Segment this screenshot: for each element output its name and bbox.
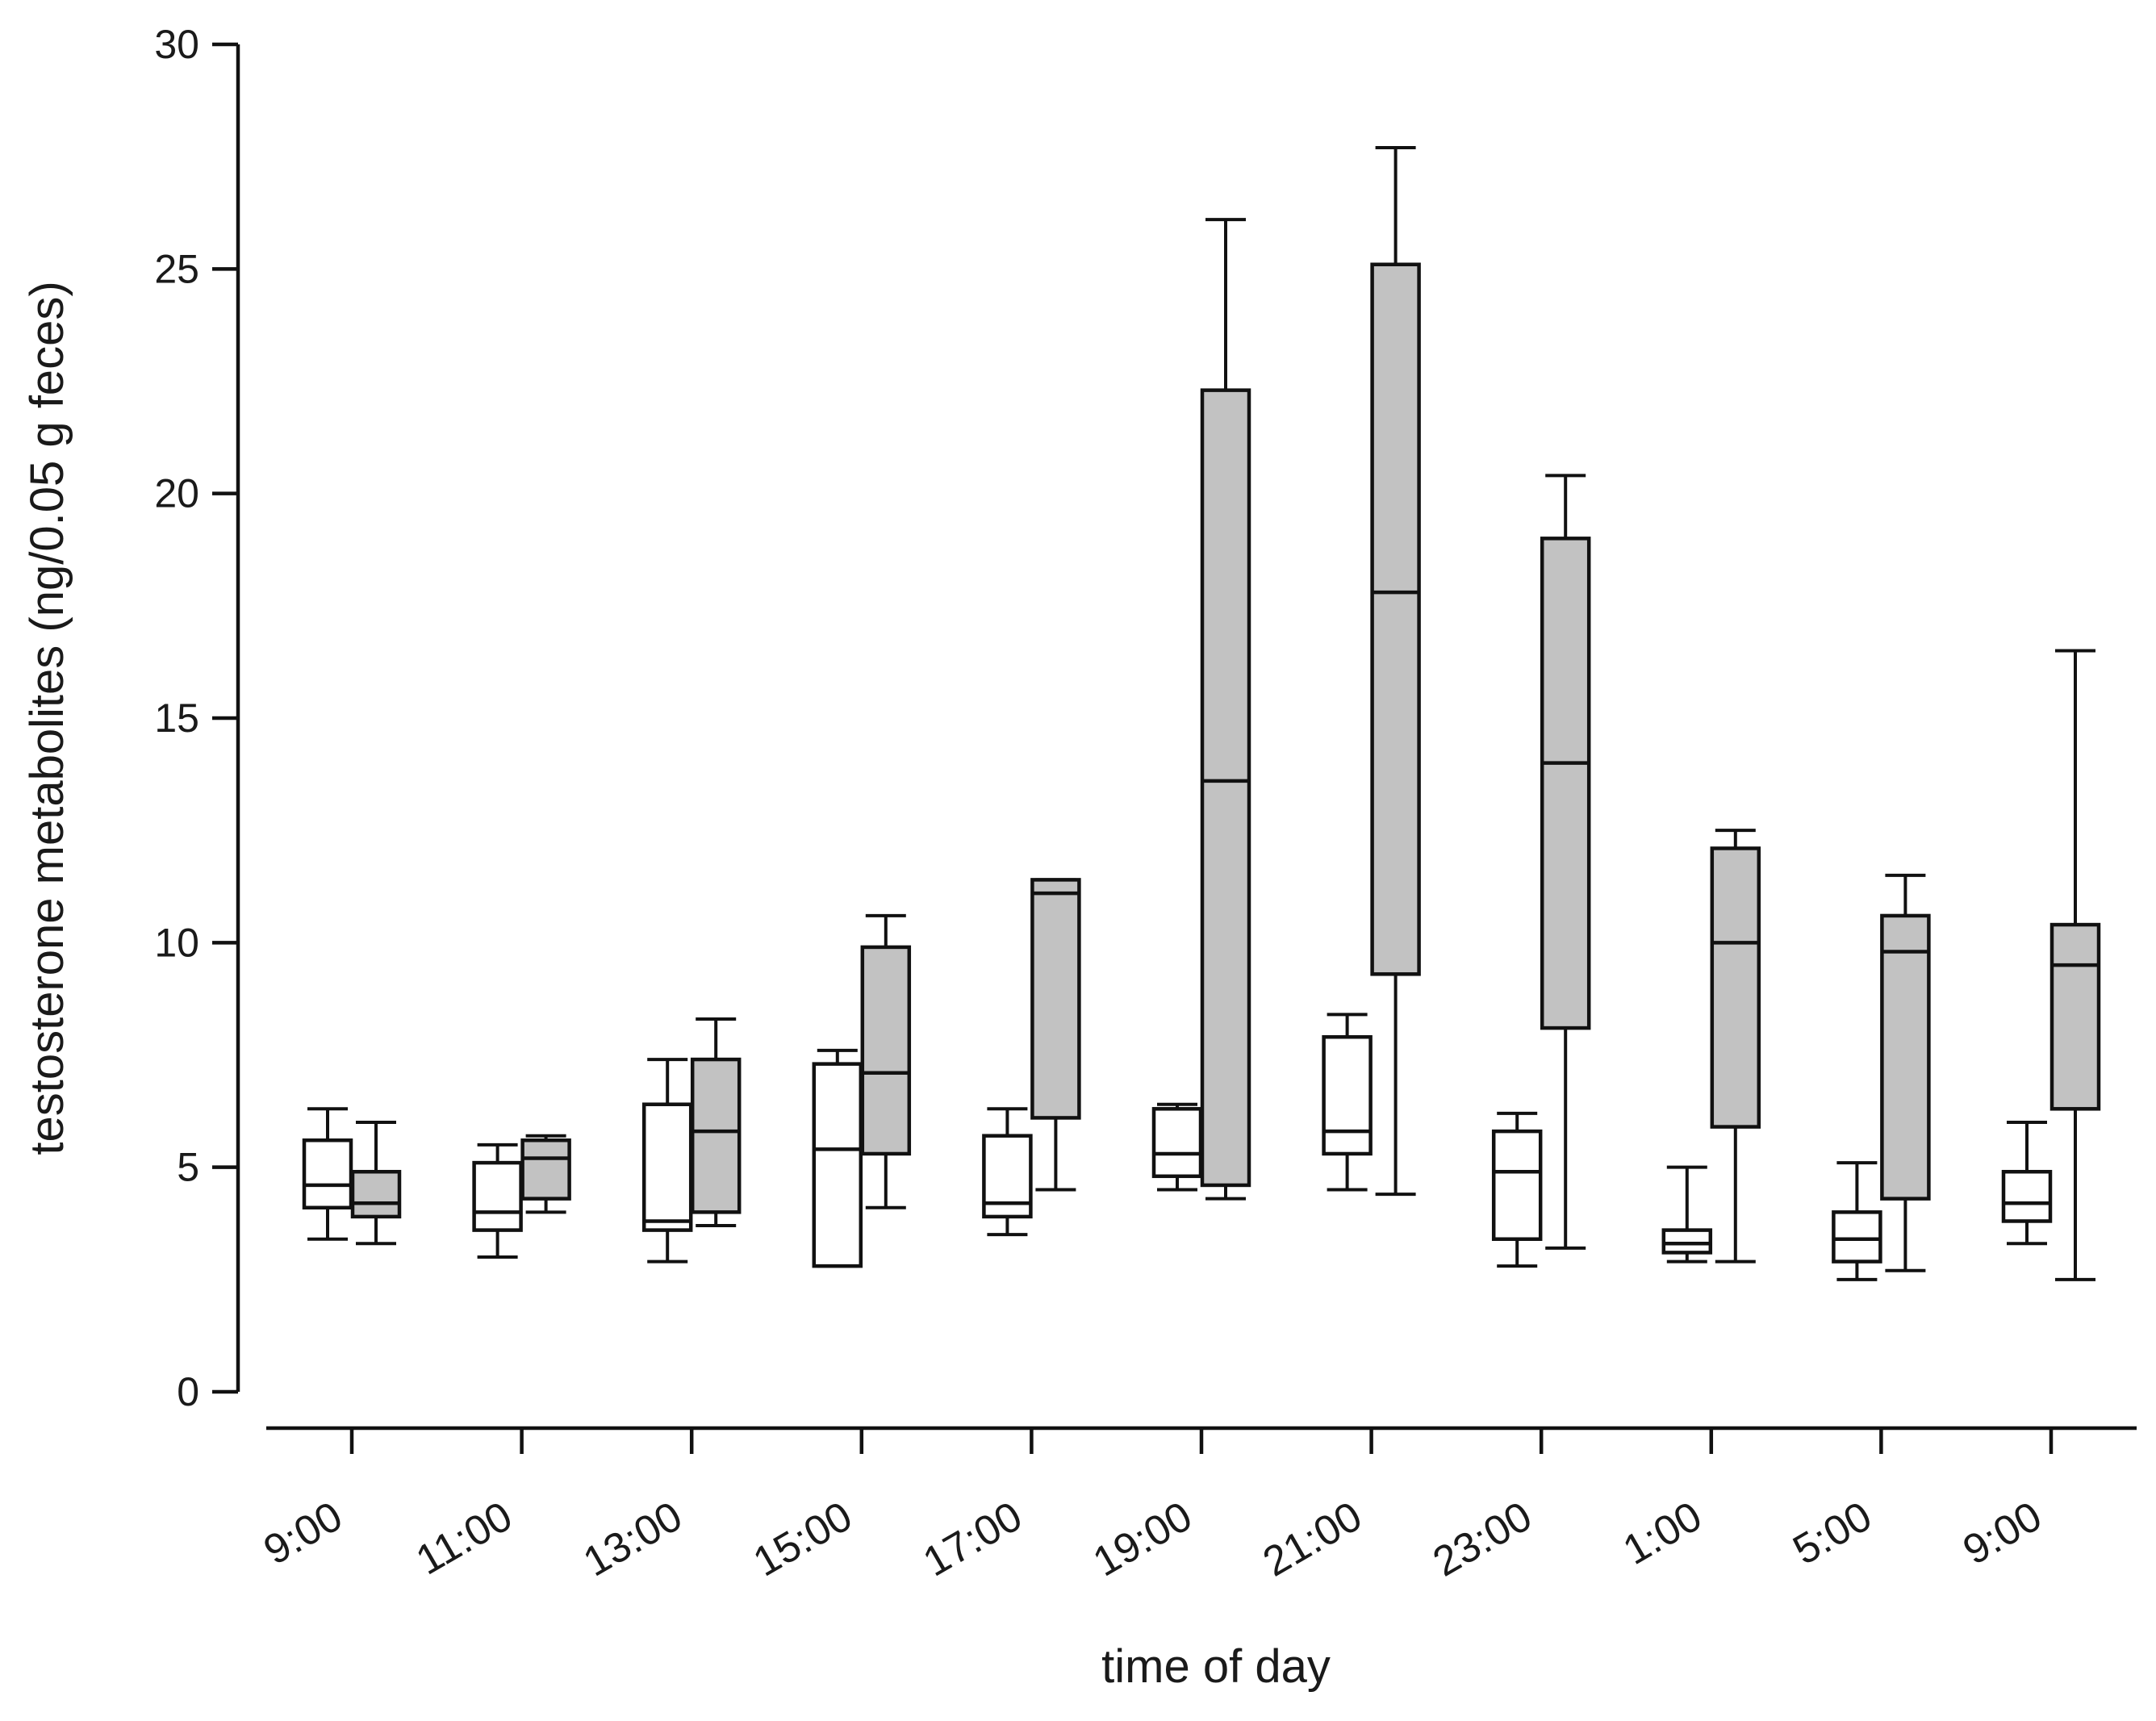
y-tick-label: 10 bbox=[154, 920, 199, 965]
x-tick-label: 9:00 bbox=[1955, 1493, 2049, 1574]
y-tick-label: 15 bbox=[154, 696, 199, 741]
x-tick-label: 1:00 bbox=[1615, 1493, 1710, 1574]
box-white-4 bbox=[982, 1107, 1033, 1237]
x-axis-title: time of day bbox=[1101, 1640, 1331, 1693]
iqr-box bbox=[690, 1057, 742, 1214]
box-gray-2 bbox=[690, 1017, 742, 1228]
iqr-box bbox=[472, 1160, 523, 1232]
box-gray-9 bbox=[1880, 873, 1931, 1272]
iqr-box bbox=[1200, 388, 1251, 1188]
iqr-box bbox=[1322, 1034, 1373, 1156]
iqr-box bbox=[860, 945, 912, 1156]
x-tick-label: 5:00 bbox=[1786, 1493, 1880, 1574]
box-white-9 bbox=[1832, 1161, 1882, 1281]
box-gray-8 bbox=[1710, 829, 1761, 1264]
x-tick-label: 15:00 bbox=[746, 1493, 860, 1585]
iqr-box bbox=[1710, 846, 1761, 1129]
y-tick-label: 5 bbox=[177, 1145, 199, 1190]
iqr-box bbox=[1661, 1228, 1713, 1255]
box-white-2 bbox=[641, 1058, 693, 1264]
iqr-box bbox=[1030, 878, 1081, 1120]
x-tick-label: 13:00 bbox=[575, 1493, 690, 1585]
plot-area bbox=[302, 146, 2101, 1281]
x-tick-label: 19:00 bbox=[1085, 1493, 1200, 1585]
iqr-box bbox=[812, 1062, 863, 1268]
x-axis: 9:00 11:00 13:00 15:00 17:00 19:00 21:00 23:00 1… bbox=[256, 1426, 2137, 1585]
y-tick-label: 0 bbox=[177, 1369, 199, 1414]
box-gray-0 bbox=[350, 1121, 402, 1246]
y-tick-label: 30 bbox=[154, 22, 199, 67]
iqr-box bbox=[1370, 262, 1421, 976]
iqr-box bbox=[2001, 1169, 2053, 1223]
iqr-box bbox=[641, 1102, 693, 1232]
box-gray-5 bbox=[1200, 218, 1251, 1201]
iqr-box bbox=[1540, 537, 1591, 1030]
iqr-box bbox=[350, 1169, 402, 1219]
x-tick-label: 11:00 bbox=[408, 1493, 520, 1584]
iqr-box bbox=[520, 1138, 571, 1201]
y-tick-label: 25 bbox=[154, 246, 199, 291]
iqr-box bbox=[302, 1138, 353, 1210]
iqr-box bbox=[1832, 1210, 1882, 1264]
box-gray-1 bbox=[520, 1134, 571, 1214]
box-white-6 bbox=[1322, 1013, 1373, 1192]
x-tick-label: 21:00 bbox=[1256, 1493, 1370, 1585]
y-tick-label: 20 bbox=[154, 471, 199, 516]
box-gray-6 bbox=[1370, 146, 1421, 1197]
box-gray-3 bbox=[860, 913, 912, 1209]
box-white-7 bbox=[1491, 1111, 1543, 1268]
box-gray-4 bbox=[1030, 878, 1081, 1192]
iqr-box bbox=[1880, 913, 1931, 1201]
iqr-box bbox=[2049, 922, 2101, 1111]
iqr-box bbox=[1491, 1129, 1543, 1241]
box-gray-10 bbox=[2049, 649, 2101, 1281]
box-white-3 bbox=[812, 1048, 863, 1268]
y-axis: 0 5 10 15 20 25 30 bbox=[154, 22, 240, 1414]
box-white-10 bbox=[2001, 1121, 2053, 1246]
x-tick-label: 17:00 bbox=[916, 1493, 1030, 1585]
y-axis-title: testosterone metabolites (ng/0.05 g fece… bbox=[21, 281, 73, 1155]
box-white-5 bbox=[1151, 1102, 1203, 1192]
box-white-8 bbox=[1661, 1165, 1713, 1264]
x-tick-label: 9:00 bbox=[256, 1493, 350, 1574]
box-gray-7 bbox=[1540, 474, 1591, 1250]
iqr-box bbox=[1151, 1107, 1203, 1179]
box-white-0 bbox=[302, 1107, 353, 1241]
box-white-1 bbox=[472, 1142, 523, 1259]
x-tick-label: 23:00 bbox=[1425, 1493, 1540, 1585]
